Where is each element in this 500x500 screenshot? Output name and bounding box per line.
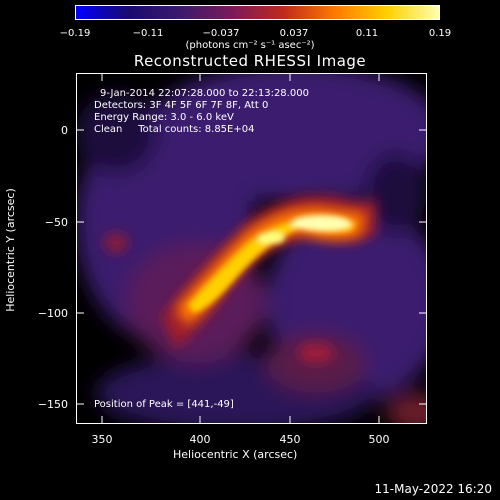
flare-peak: [188, 215, 356, 313]
x-tick: 500: [368, 433, 390, 446]
time-range: 9-Jan-2014 22:07:28.000 to 22:13:28.000: [100, 88, 309, 99]
image-title: Reconstructed RHESSI Image: [133, 52, 367, 70]
colorbar-tick: 0.037: [279, 28, 309, 39]
y-tick: −50: [44, 216, 68, 229]
peak-position: Position of Peak = [441,-49]: [94, 399, 234, 410]
axis-ticks: [76, 73, 427, 424]
colorbar-units: (photons cm⁻² s⁻¹ asec⁻²): [185, 40, 315, 51]
x-tick: 350: [91, 433, 113, 446]
colorbar-tick: −0.19: [59, 28, 91, 39]
colorbar-tick: −0.037: [202, 28, 240, 39]
clean-counts: Clean Total counts: 8.85E+04: [94, 124, 255, 135]
x-tick: 450: [279, 433, 301, 446]
energy-range: Energy Range: 3.0 - 6.0 keV: [94, 112, 234, 123]
y-tick: −150: [37, 398, 68, 411]
timestamp: 11-May-2022 16:20: [374, 482, 492, 496]
colorbar-tick: 0.19: [428, 28, 452, 39]
plot-frame: [76, 73, 427, 424]
y-tick: 0: [61, 124, 68, 137]
detectors-info: Detectors: 3F 4F 5F 6F 7F 8F, Att 0: [94, 100, 269, 111]
colorbar: [75, 5, 440, 20]
x-axis-label: Heliocentric X (arcsec): [173, 448, 298, 461]
colorbar-tick: 0.11: [355, 28, 379, 39]
rhessi-image: [76, 73, 427, 424]
y-tick: −100: [37, 307, 68, 320]
x-tick: 400: [189, 433, 211, 446]
flare-core: [176, 207, 366, 325]
colorbar-tick: −0.11: [132, 28, 164, 39]
y-axis-label: Heliocentric Y (arcsec): [4, 188, 17, 312]
